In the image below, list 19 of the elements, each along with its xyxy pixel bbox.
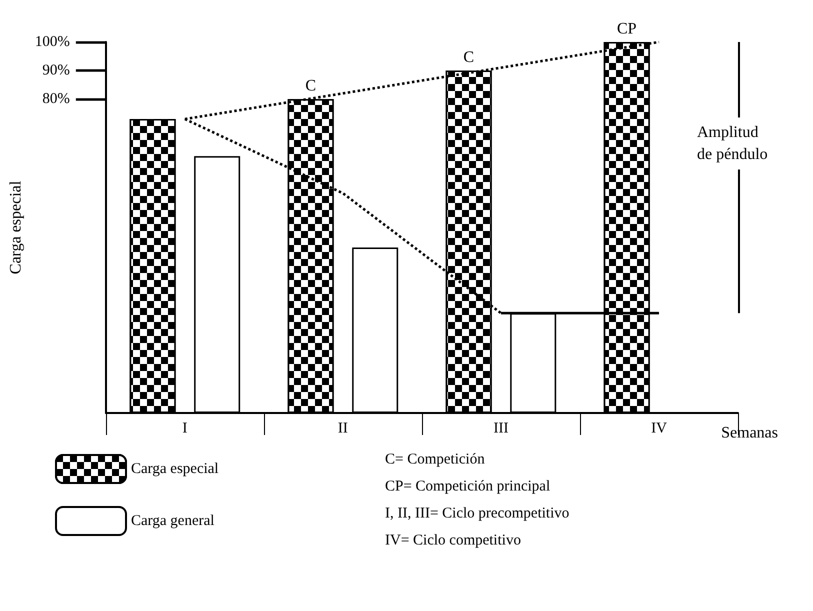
x-tick-label: I bbox=[182, 420, 188, 436]
annotation: Amplitud de péndulo bbox=[696, 124, 768, 164]
y-tick-label: 100% bbox=[34, 34, 70, 50]
x-tick-label: II bbox=[338, 420, 348, 436]
text: CP= Competición principal bbox=[385, 478, 550, 494]
text: IV= Ciclo competitivo bbox=[385, 532, 521, 548]
y-axis-title: Carga especial bbox=[8, 180, 24, 274]
y-tick-label: 90% bbox=[42, 62, 70, 79]
y-tick-label: 80% bbox=[42, 91, 70, 108]
data-label: C bbox=[463, 49, 474, 66]
x-axis-title: Semanas bbox=[721, 424, 778, 442]
legend-label: Carga especial bbox=[131, 461, 219, 477]
data-label: C bbox=[305, 78, 316, 95]
text: I, II, III= Ciclo precompetitivo bbox=[385, 506, 570, 522]
x-tick-label: IV bbox=[651, 420, 668, 436]
x-tick-label: III bbox=[493, 420, 508, 436]
legend-label: Carga general bbox=[131, 513, 214, 529]
text: C= Competición bbox=[385, 452, 486, 468]
data-label: CP bbox=[617, 20, 637, 38]
